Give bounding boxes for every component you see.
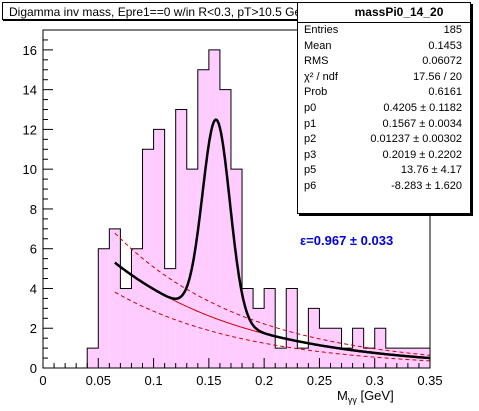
histogram-bar bbox=[319, 328, 331, 368]
fit-curves bbox=[114, 118, 431, 362]
stats-row-value: 185 bbox=[443, 24, 462, 36]
y-tick-label: 2 bbox=[30, 321, 37, 336]
stats-row-label: p6 bbox=[304, 179, 317, 192]
stats-row-value: -8.283 ± 1.620 bbox=[391, 179, 462, 192]
histogram-bar bbox=[219, 89, 231, 368]
histogram-bar bbox=[175, 109, 187, 368]
histogram-bar bbox=[87, 348, 99, 368]
y-tick-label: 0 bbox=[30, 361, 37, 376]
x-tick-label: 0.2 bbox=[255, 373, 273, 388]
histogram-bar bbox=[341, 348, 353, 368]
stats-row: χ² / ndf 17.56 / 20 bbox=[298, 70, 470, 86]
stats-row-label: Entries bbox=[304, 24, 339, 36]
background-upper-band bbox=[114, 232, 431, 356]
histogram-bar bbox=[98, 248, 110, 368]
stats-row-value: 0.6161 bbox=[428, 86, 462, 99]
y-tick-label: 10 bbox=[23, 162, 37, 177]
histogram-bar bbox=[230, 169, 243, 368]
stats-row: p5 13.76 ± 4.17 bbox=[298, 163, 470, 179]
x-tick-label: 0.35 bbox=[417, 373, 442, 388]
x-tick-label: 0.15 bbox=[196, 373, 221, 388]
stats-row-value: 17.56 / 20 bbox=[413, 70, 462, 83]
stats-row-label: p3 bbox=[304, 148, 317, 161]
y-tick-label: 4 bbox=[30, 281, 37, 296]
y-tick-label: 6 bbox=[30, 242, 37, 257]
histogram-bar bbox=[164, 268, 176, 368]
x-axis-label: Mγγ [GeV] bbox=[337, 388, 394, 405]
histogram-bar bbox=[197, 69, 209, 368]
x-tick-label: 0.3 bbox=[366, 373, 384, 388]
histogram-bar bbox=[131, 248, 143, 368]
x-tick-label: 0 bbox=[39, 373, 46, 388]
stats-row-label: p2 bbox=[304, 133, 317, 146]
axis-ticks: 0 0.05 0.1 0.15 0.2 0.25 0.3 0.35 0 2 4 6 8 10 12 14 16 bbox=[23, 29, 443, 388]
histogram-bar bbox=[352, 328, 364, 368]
efficiency-label: ε=0.967 ± 0.033 bbox=[300, 233, 394, 248]
histogram-bar bbox=[396, 348, 408, 368]
stats-row-value: 0.2019 ± 0.2202 bbox=[382, 148, 462, 161]
x-axis-label-sub: γγ bbox=[348, 395, 358, 405]
x-tick-label: 0.25 bbox=[307, 373, 332, 388]
stats-row-value: 0.1567 ± 0.0034 bbox=[382, 117, 462, 130]
stats-row: Mean 0.1453 bbox=[298, 39, 470, 55]
stats-row-value: 13.76 ± 4.17 bbox=[400, 164, 462, 177]
stats-row-label: Prob bbox=[304, 86, 328, 99]
stats-box: massPi0_14_20 Entries 185 Mean 0.1453 RMS 0.0… bbox=[297, 2, 471, 214]
histogram-bar bbox=[407, 348, 419, 368]
stats-row: Prob 0.6161 bbox=[298, 85, 470, 101]
stats-row: p1 0.1567 ± 0.0034 bbox=[298, 117, 470, 133]
stats-name: massPi0_14_20 bbox=[298, 3, 470, 23]
total-fit-curve bbox=[114, 118, 431, 360]
stats-row-label: p5 bbox=[304, 164, 317, 177]
x-tick-label: 0.05 bbox=[86, 373, 111, 388]
histogram-bar bbox=[286, 288, 298, 368]
histogram-bar bbox=[142, 149, 154, 368]
histogram-bar bbox=[242, 288, 254, 368]
histogram-bar bbox=[208, 49, 220, 368]
stats-row-label: Mean bbox=[304, 39, 332, 52]
stats-row-value: 0.01237 ± 0.00302 bbox=[370, 133, 462, 146]
histogram-bar bbox=[363, 348, 375, 368]
histogram-bar bbox=[264, 288, 276, 368]
histogram-bar bbox=[120, 288, 132, 368]
stats-row: p0 0.4205 ± 0.1182 bbox=[298, 101, 470, 117]
histogram-outline bbox=[86, 49, 431, 368]
stats-row-label: p0 bbox=[304, 101, 317, 114]
y-tick-label: 12 bbox=[23, 122, 37, 137]
stats-row: p6 -8.283 ± 1.620 bbox=[298, 179, 470, 195]
stats-row-label: χ² / ndf bbox=[304, 70, 338, 83]
stats-row-value: 0.4205 ± 0.1182 bbox=[383, 101, 462, 114]
histogram-bar bbox=[253, 308, 265, 368]
chart-title: Digamma inv mass, Epre1==0 w/in R<0.3, p… bbox=[2, 2, 342, 20]
stats-row: Entries 185 bbox=[298, 23, 470, 39]
histogram-bar bbox=[109, 228, 121, 368]
stats-row-value: 0.06072 bbox=[422, 55, 462, 68]
histogram-bar bbox=[385, 348, 397, 368]
x-axis-label-unit: [GeV] bbox=[357, 388, 394, 403]
histogram-bar bbox=[374, 328, 386, 368]
background-lower-band bbox=[114, 291, 430, 362]
x-tick-label: 0.1 bbox=[145, 373, 163, 388]
histogram-bar bbox=[297, 348, 309, 368]
stats-row: p2 0.01237 ± 0.00302 bbox=[298, 132, 470, 148]
histogram-bar bbox=[153, 129, 165, 368]
stats-row: RMS 0.06072 bbox=[298, 54, 470, 70]
x-axis-label-main: M bbox=[337, 388, 348, 403]
histogram-bar bbox=[308, 308, 320, 368]
y-tick-label: 14 bbox=[23, 83, 37, 98]
stats-rows: Entries 185 Mean 0.1453 RMS 0.06072 χ² / ndf 17… bbox=[298, 23, 470, 195]
histogram-bar bbox=[275, 348, 287, 368]
stats-row-label: p1 bbox=[304, 117, 317, 130]
stats-row-value: 0.1453 bbox=[428, 39, 462, 52]
y-tick-label: 8 bbox=[30, 202, 37, 217]
stats-row-label: RMS bbox=[304, 55, 329, 68]
stats-row: p3 0.2019 ± 0.2202 bbox=[298, 148, 470, 164]
y-tick-label: 16 bbox=[23, 43, 37, 58]
